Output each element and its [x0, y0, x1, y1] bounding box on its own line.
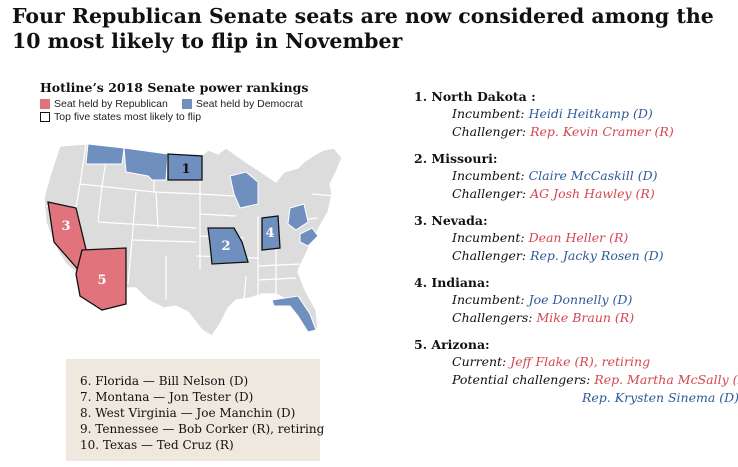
ranking-line: Challenger: Rep. Jacky Rosen (D) — [414, 247, 734, 265]
state-missouri — [207, 227, 249, 265]
state-indiana — [261, 215, 281, 251]
map-label-arizona: 5 — [97, 273, 106, 288]
state-washington — [85, 143, 125, 165]
top-five-states — [47, 153, 281, 311]
other-ranking-item: 9. Tennessee — Bob Corker (R), retiring — [80, 422, 325, 436]
top-five-list: 1. North Dakota : Incumbent: Heidi Heitk… — [414, 88, 738, 416]
ranking-line: Incumbent: Joe Donnelly (D) — [414, 291, 734, 309]
ranking-state: 4. Indiana: — [414, 275, 490, 290]
candidate-name: Dean Heller (R) — [528, 230, 629, 245]
ranking-entry-arizona: 5. Arizona: Current: Jeff Flake (R), ret… — [414, 336, 738, 407]
state-arizona — [75, 247, 127, 311]
map-label-north-dakota: 1 — [181, 162, 190, 177]
candidate-name: Rep. Martha McSally (R) — [594, 372, 738, 387]
ranking-line-label: Challenger: — [452, 186, 527, 201]
ranking-line-label: Incumbent: — [452, 106, 525, 121]
ranking-line: Rep. Krysten Sinema (D) — [414, 389, 738, 407]
ranking-line: Challenger: AG Josh Hawley (R) — [414, 185, 734, 203]
candidate-name: Mike Braun (R) — [536, 310, 635, 325]
candidate-name: Heidi Heitkamp (D) — [528, 106, 653, 121]
ranking-line: Challengers: Mike Braun (R) — [414, 309, 734, 327]
ranking-entry-nevada: 3. Nevada: Incumbent: Dean Heller (R) Ch… — [414, 212, 734, 265]
state-ohio — [287, 203, 309, 231]
state-florida — [271, 295, 317, 333]
legend-label-democrat: Seat held by Democrat — [195, 97, 303, 110]
other-ranking-item: 6. Florida — Bill Nelson (D) — [80, 374, 249, 388]
candidate-name: Rep. Krysten Sinema (D) — [582, 390, 738, 405]
other-ranking-item: 7. Montana — Jon Tester (D) — [80, 390, 254, 404]
ranking-line-label: Current: — [452, 354, 507, 369]
democrat-states — [85, 143, 319, 333]
candidate-name: AG Josh Hawley (R) — [530, 186, 655, 201]
ranking-line-label: Incumbent: — [452, 292, 525, 307]
ranking-entry-indiana: 4. Indiana: Incumbent: Joe Donnelly (D) … — [414, 274, 734, 327]
other-ranking-item: 8. West Virginia — Joe Manchin (D) — [80, 406, 296, 420]
state-north-dakota — [167, 153, 203, 181]
candidate-name: Jeff Flake (R), retiring — [510, 354, 651, 369]
ranking-line: Potential challengers: Rep. Martha McSal… — [414, 371, 738, 389]
map-label-nevada: 3 — [61, 219, 70, 234]
legend-swatch-republican — [40, 98, 50, 109]
ranking-line-label: Potential challengers: — [452, 372, 591, 387]
legend-swatch-democrat — [181, 98, 192, 109]
legend-item-top-five: Top five states most likely to flip — [40, 111, 201, 123]
ranking-entry-north-dakota: 1. North Dakota : Incumbent: Heidi Heitk… — [414, 88, 734, 141]
ranking-line: Current: Jeff Flake (R), retiring — [414, 353, 734, 371]
ranking-line-label: Incumbent: — [452, 168, 525, 183]
ranking-line: Challenger: Rep. Kevin Cramer (R) — [414, 123, 734, 141]
candidate-name: Joe Donnelly (D) — [528, 292, 633, 307]
legend-label-top-five: Top five states most likely to flip — [54, 110, 202, 123]
other-ranking-item: 10. Texas — Ted Cruz (R) — [80, 438, 234, 452]
ranking-state: 3. Nevada: — [414, 213, 488, 228]
ranking-line-label: Incumbent: — [452, 230, 525, 245]
ranking-line-label: Challenger: — [452, 124, 527, 139]
map-label-indiana: 4 — [265, 226, 274, 241]
other-rankings-box: 6. Florida — Bill Nelson (D) 7. Montana … — [66, 359, 325, 461]
legend-item-democrat: Seat held by Democrat — [181, 97, 303, 110]
ranking-line-label: Challengers: — [452, 310, 533, 325]
candidate-name: Rep. Jacky Rosen (D) — [530, 248, 664, 263]
ranking-line: Incumbent: Dean Heller (R) — [414, 229, 734, 247]
candidate-name: Rep. Kevin Cramer (R) — [530, 124, 674, 139]
map-legend: Seat held by Republican Seat held by Dem… — [40, 97, 370, 123]
map-label-missouri: 2 — [221, 239, 230, 254]
page-title: Four Republican Senate seats are now con… — [12, 4, 714, 53]
ranking-state: 5. Arizona: — [414, 337, 490, 352]
ranking-entry-missouri: 2. Missouri: Incumbent: Claire McCaskill… — [414, 150, 734, 203]
candidate-name: Claire McCaskill (D) — [528, 168, 658, 183]
legend-label-republican: Seat held by Republican — [54, 97, 168, 110]
state-wisconsin — [229, 171, 259, 209]
ranking-line: Incumbent: Claire McCaskill (D) — [414, 167, 734, 185]
legend-swatch-top-five — [40, 111, 50, 122]
us-senate-map: 1 2 3 4 5 — [43, 143, 343, 337]
legend-item-republican: Seat held by Republican — [40, 98, 168, 110]
ranking-line-label: Challenger: — [452, 248, 527, 263]
ranking-state: 2. Missouri: — [414, 151, 498, 166]
state-west-virginia — [299, 227, 319, 247]
ranking-state: 1. North Dakota : — [414, 89, 536, 104]
ranking-line: Incumbent: Heidi Heitkamp (D) — [414, 105, 734, 123]
map-subtitle: Hotline’s 2018 Senate power rankings — [40, 80, 309, 95]
